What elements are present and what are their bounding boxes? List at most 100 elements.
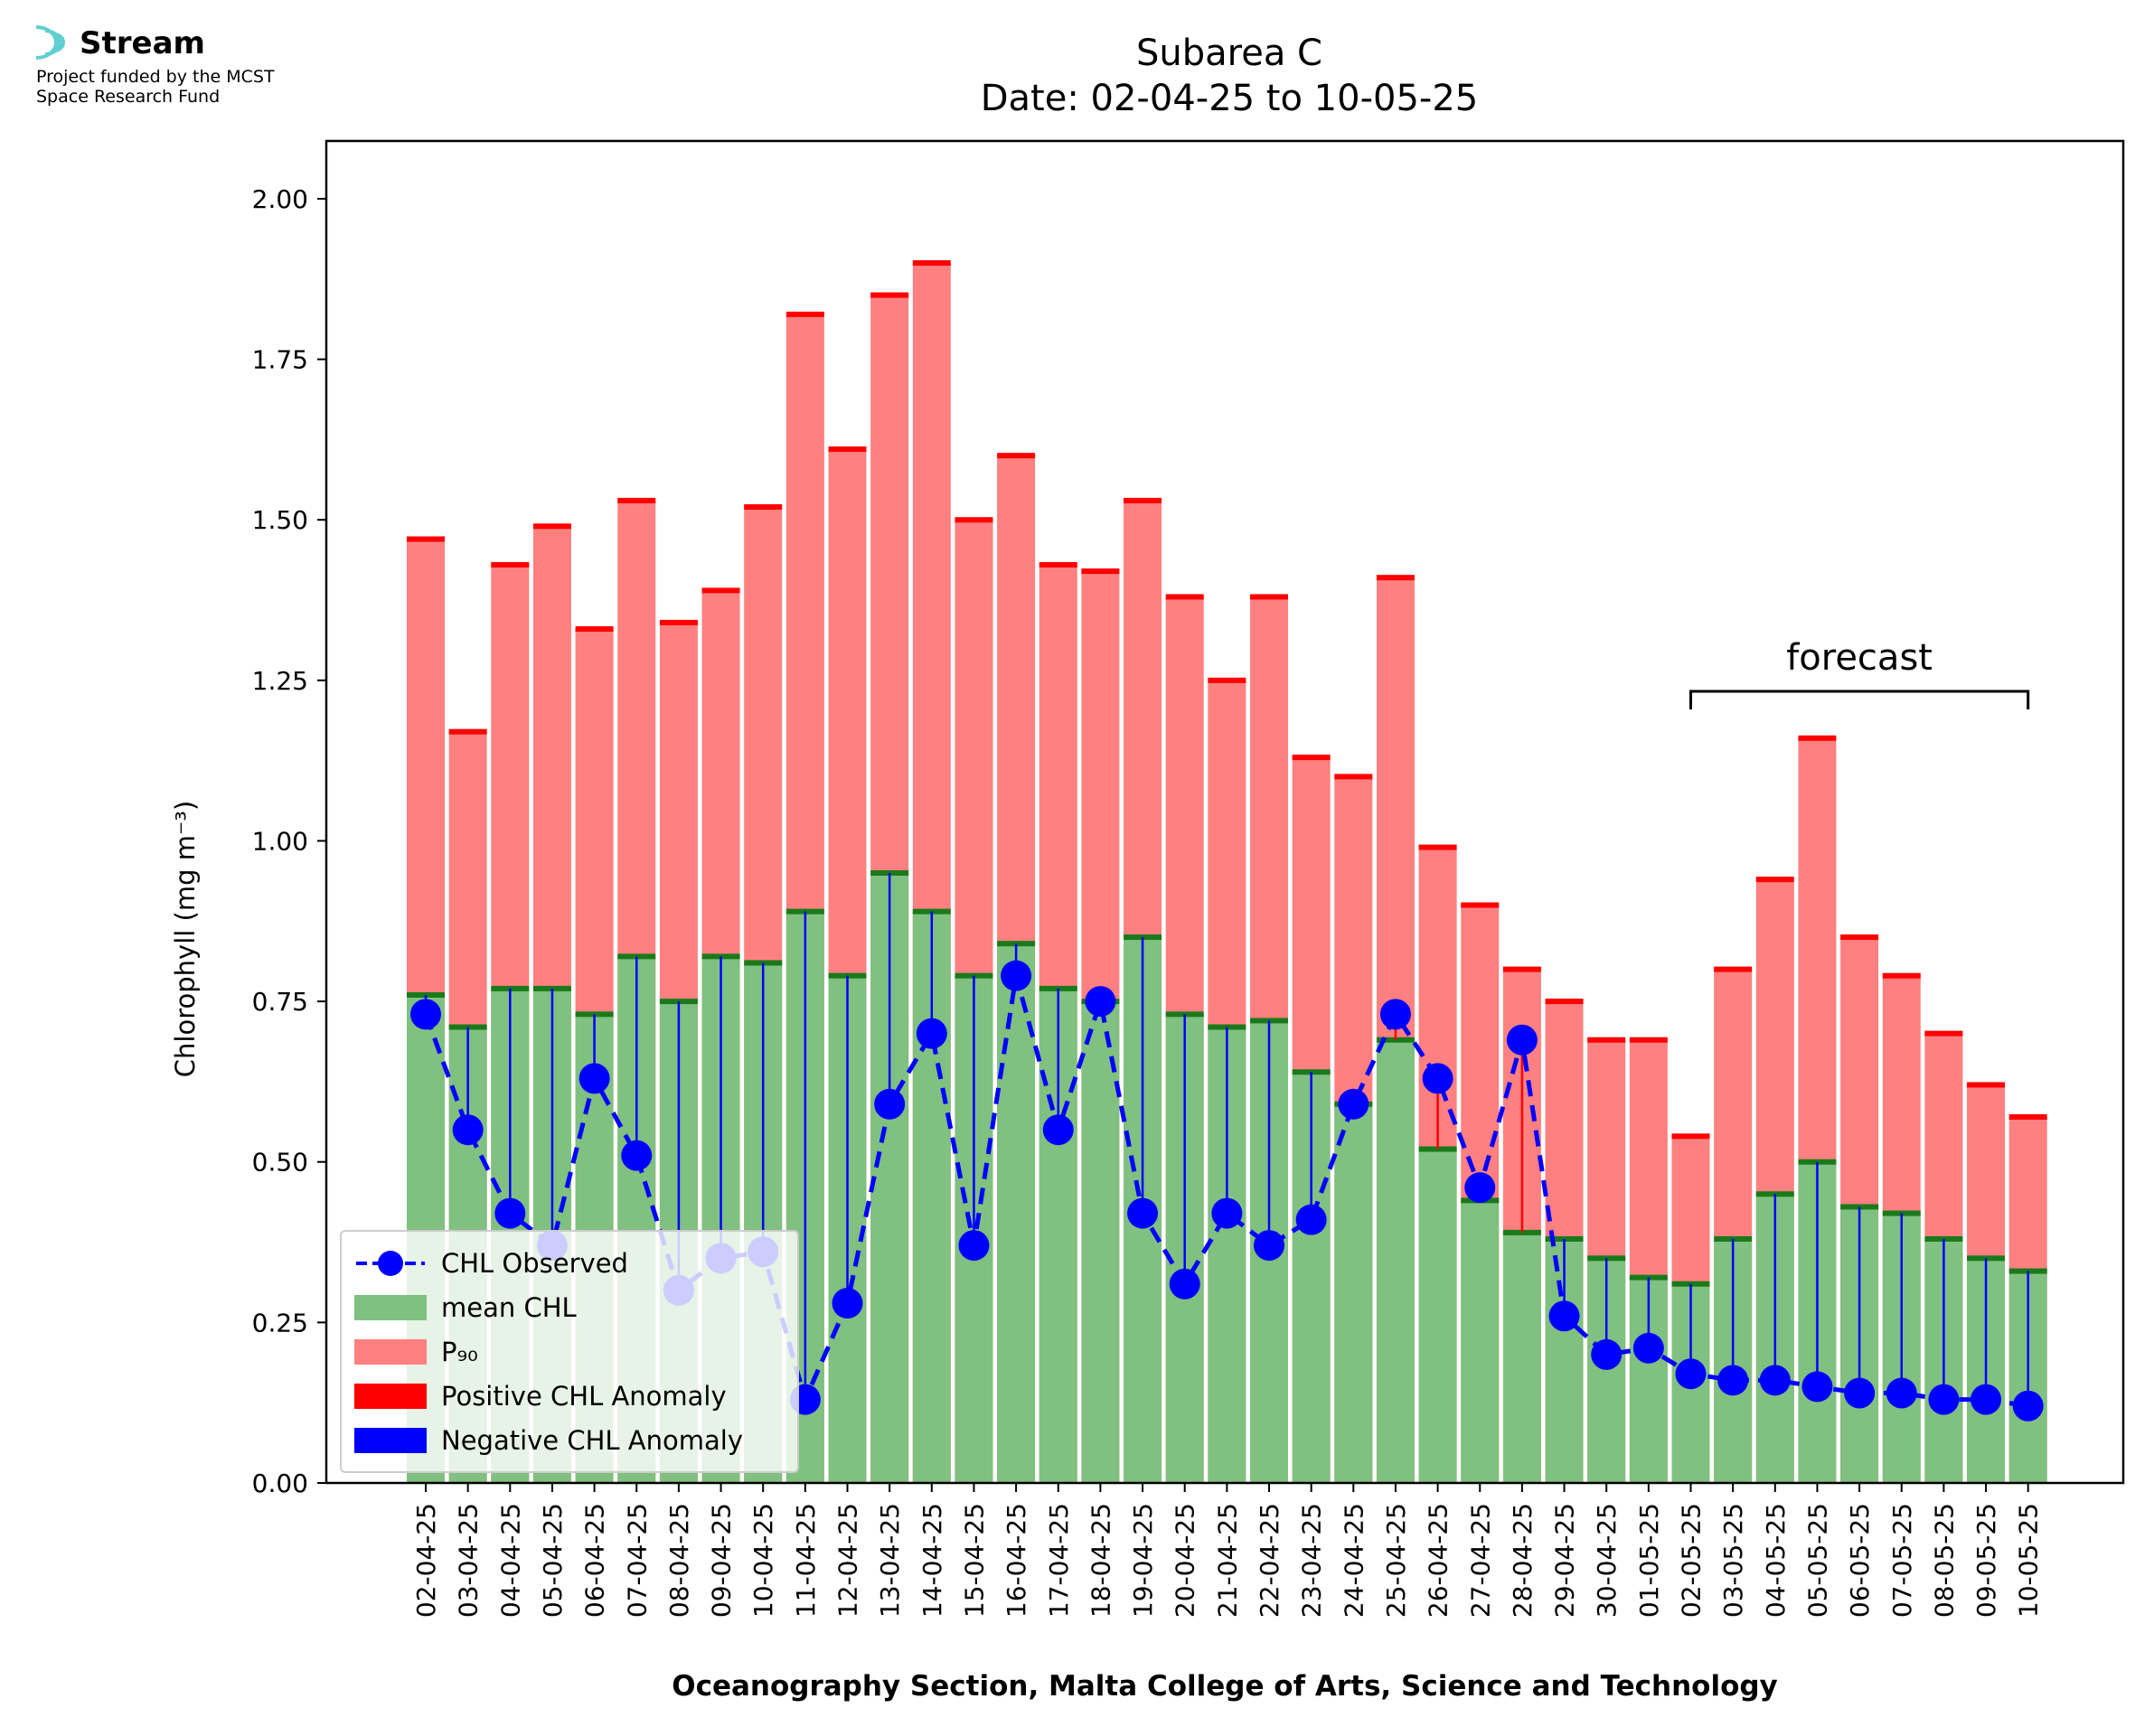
logo-brand: Stream xyxy=(80,25,205,61)
p90-cap xyxy=(1250,594,1288,600)
legend-label-mean: mean CHL xyxy=(441,1292,577,1323)
legend-item-positive: Positive CHL Anomaly xyxy=(354,1375,727,1417)
y-tick-label: 1.75 xyxy=(252,345,308,375)
logo-subtitle: Project funded by the MCST Space Researc… xyxy=(36,67,275,107)
p90-cap xyxy=(1545,999,1584,1005)
x-tick-label: 01-05-25 xyxy=(1634,1503,1664,1618)
observed-point xyxy=(452,1114,484,1146)
x-tick-label: 28-04-25 xyxy=(1508,1503,1538,1618)
x-tick-label: 04-04-25 xyxy=(495,1503,525,1618)
p90-cap xyxy=(1418,844,1457,850)
legend-label-negative: Negative CHL Anomaly xyxy=(441,1425,743,1456)
x-tick-label: 11-04-25 xyxy=(791,1503,821,1618)
p90-cap xyxy=(870,292,909,298)
observed-point xyxy=(1928,1384,1960,1415)
x-tick-label: 16-04-25 xyxy=(1002,1503,1031,1618)
mean-bar xyxy=(1376,1039,1415,1483)
x-tick-label: 03-05-25 xyxy=(1718,1503,1748,1618)
observed-point xyxy=(1254,1230,1284,1262)
p90-cap xyxy=(1587,1037,1626,1043)
p90-cap xyxy=(1671,1133,1710,1140)
observed-point xyxy=(958,1230,990,1262)
mean-swatch-icon xyxy=(354,1295,427,1320)
observed-point xyxy=(1169,1268,1200,1300)
p90-cap xyxy=(785,311,824,317)
y-tick-label: 1.00 xyxy=(252,826,308,856)
p90-cap xyxy=(1461,902,1500,908)
chart-title-block: Subarea C Date: 02-04-25 to 10-05-25 xyxy=(904,31,1555,121)
observed-point xyxy=(1675,1358,1707,1390)
x-tick-label: 04-05-25 xyxy=(1761,1503,1791,1618)
observed-point xyxy=(1717,1365,1749,1396)
mean-bar xyxy=(1418,1149,1457,1483)
observed-point xyxy=(832,1288,863,1319)
x-tick-label: 19-04-25 xyxy=(1128,1503,1158,1618)
p90-cap xyxy=(744,504,783,510)
legend-item-observed: CHL Observed xyxy=(354,1243,628,1284)
legend-item-p90: P₉₀ xyxy=(354,1331,478,1373)
p90-cap xyxy=(575,626,614,632)
legend-label-observed: CHL Observed xyxy=(441,1248,628,1279)
observed-point xyxy=(1085,986,1116,1018)
p90-cap xyxy=(1376,575,1415,581)
x-tick-label: 05-05-25 xyxy=(1802,1503,1832,1618)
p90-cap xyxy=(1629,1037,1668,1043)
p90-cap xyxy=(1798,735,1837,741)
mean-bar xyxy=(1334,1103,1373,1483)
observed-point xyxy=(1127,1197,1159,1229)
plot-frame xyxy=(325,139,2125,1485)
axes-layer: 0.00 0.25 0.50 0.75 1.00 1.25 1.50 1.75 2.00 02-0… xyxy=(252,139,2125,1618)
x-tick-label: 18-04-25 xyxy=(1086,1503,1115,1618)
observed-point xyxy=(1506,1024,1538,1056)
observed-point xyxy=(1211,1197,1243,1229)
legend-label-p90: P₉₀ xyxy=(441,1337,478,1367)
p90-cap xyxy=(1039,561,1077,568)
x-tick-label: 06-05-25 xyxy=(1845,1503,1875,1618)
observed-point xyxy=(621,1140,653,1171)
mean-bar xyxy=(1502,1232,1541,1483)
p90-cap xyxy=(659,619,698,625)
observed-point xyxy=(874,1088,906,1120)
p90-cap xyxy=(448,728,487,735)
observed-point xyxy=(1295,1204,1327,1235)
p90-cap xyxy=(617,497,656,503)
chart-title: Subarea C xyxy=(1136,33,1322,74)
negative-swatch-icon xyxy=(354,1428,427,1453)
p90-cap xyxy=(828,446,867,453)
x-tick-label: 13-04-25 xyxy=(875,1503,905,1618)
x-tick-label: 10-04-25 xyxy=(748,1503,778,1618)
legend-item-negative: Negative CHL Anomaly xyxy=(354,1420,743,1461)
p90-cap xyxy=(1840,934,1879,941)
x-tick-label: 02-05-25 xyxy=(1677,1503,1707,1618)
y-tick-label: 1.25 xyxy=(252,666,308,696)
x-tick-label: 23-04-25 xyxy=(1297,1503,1327,1618)
p90-cap xyxy=(1882,972,1921,979)
forecast-label: forecast xyxy=(1786,637,1933,679)
observed-point xyxy=(1042,1114,1074,1146)
x-tick-label: 06-04-25 xyxy=(580,1503,610,1618)
y-tick-label: 0.25 xyxy=(252,1308,308,1337)
y-tick-label: 0.50 xyxy=(252,1148,308,1178)
anomaly-layer xyxy=(424,873,2029,1406)
positive-swatch-icon xyxy=(354,1384,427,1409)
chart-subtitle: Date: 02-04-25 to 10-05-25 xyxy=(980,78,1479,119)
x-tick-label: 24-04-25 xyxy=(1339,1503,1369,1618)
x-tick-label: 08-04-25 xyxy=(664,1503,694,1618)
observed-point xyxy=(916,1018,947,1049)
observed-point xyxy=(1632,1332,1664,1364)
x-tick-label: 08-05-25 xyxy=(1929,1503,1959,1618)
observed-point xyxy=(1886,1377,1917,1409)
x-tick-label: 22-04-25 xyxy=(1255,1503,1284,1618)
observed-point xyxy=(1591,1338,1623,1370)
p90-cap xyxy=(1967,1082,2006,1088)
forecast-bracket xyxy=(1689,690,2030,709)
x-tick-label: 21-04-25 xyxy=(1212,1503,1242,1618)
legend: CHL Observed mean CHL P₉₀ Positive CHL A… xyxy=(340,1230,799,1473)
p90-cap xyxy=(1208,677,1246,683)
observed-point xyxy=(1464,1172,1496,1204)
x-tick-label: 30-04-25 xyxy=(1592,1503,1622,1618)
observed-point xyxy=(1001,960,1032,991)
observed-point xyxy=(1844,1377,1876,1409)
p90-cap xyxy=(491,561,530,568)
